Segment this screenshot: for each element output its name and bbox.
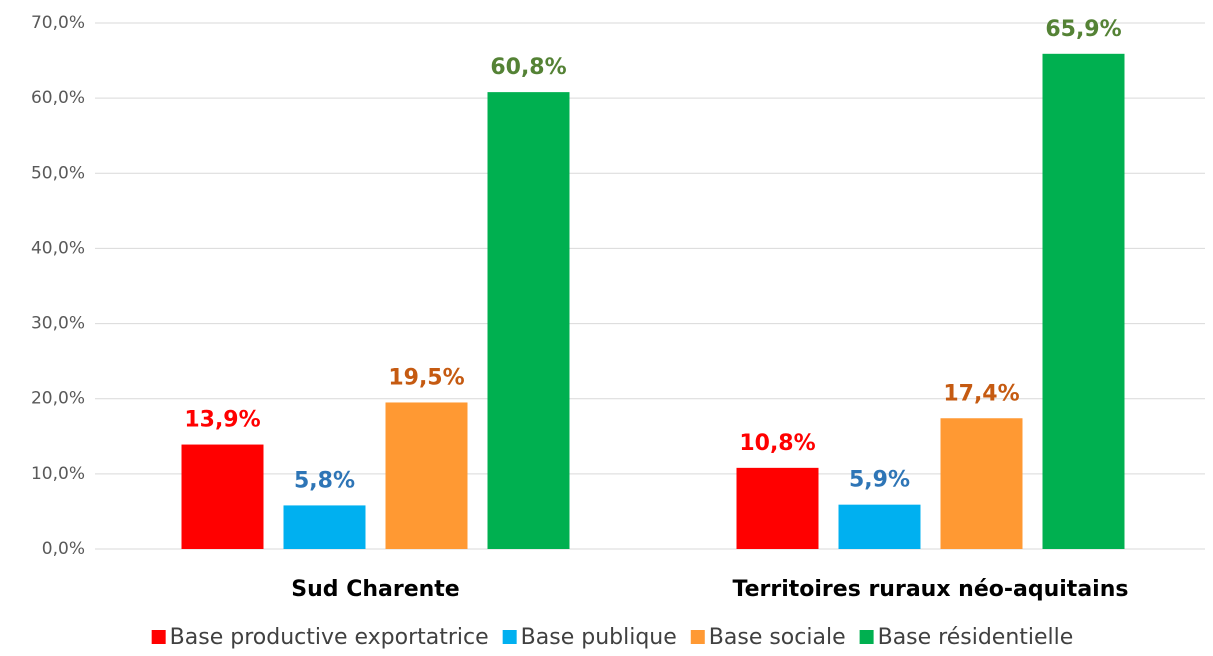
bar	[487, 92, 570, 549]
legend-swatch	[151, 630, 166, 644]
bar	[385, 402, 468, 549]
legend-label: Base publique	[521, 625, 677, 650]
y-tick-label: 40,0%	[31, 238, 85, 258]
x-tick-label: Territoires ruraux néo-aquitains	[733, 577, 1129, 602]
data-label: 19,5%	[388, 365, 464, 390]
legend-swatch	[690, 630, 705, 644]
x-tick-label: Sud Charente	[291, 577, 459, 602]
bar	[736, 467, 819, 549]
data-label: 65,9%	[1045, 17, 1121, 42]
data-label: 10,8%	[739, 431, 815, 456]
data-label: 17,4%	[943, 381, 1019, 406]
y-tick-label: 10,0%	[31, 464, 85, 484]
y-tick-label: 70,0%	[31, 13, 85, 33]
legend-swatch	[859, 630, 874, 644]
y-tick-label: 0,0%	[42, 539, 85, 559]
y-tick-label: 30,0%	[31, 314, 85, 334]
data-label: 13,9%	[184, 408, 260, 433]
data-label: 60,8%	[490, 55, 566, 80]
legend-swatch	[502, 630, 517, 644]
bar	[283, 505, 366, 549]
data-label: 5,8%	[294, 468, 355, 493]
bar	[181, 444, 264, 549]
bar	[838, 504, 921, 549]
y-tick-label: 50,0%	[31, 163, 85, 183]
legend-label: Base sociale	[709, 625, 846, 650]
y-tick-label: 60,0%	[31, 88, 85, 108]
y-tick-label: 20,0%	[31, 389, 85, 409]
bar	[940, 418, 1023, 549]
legend-label: Base résidentielle	[878, 625, 1074, 650]
data-label: 5,9%	[849, 468, 910, 493]
bar	[1042, 53, 1125, 550]
legend-label: Base productive exportatrice	[170, 625, 489, 650]
